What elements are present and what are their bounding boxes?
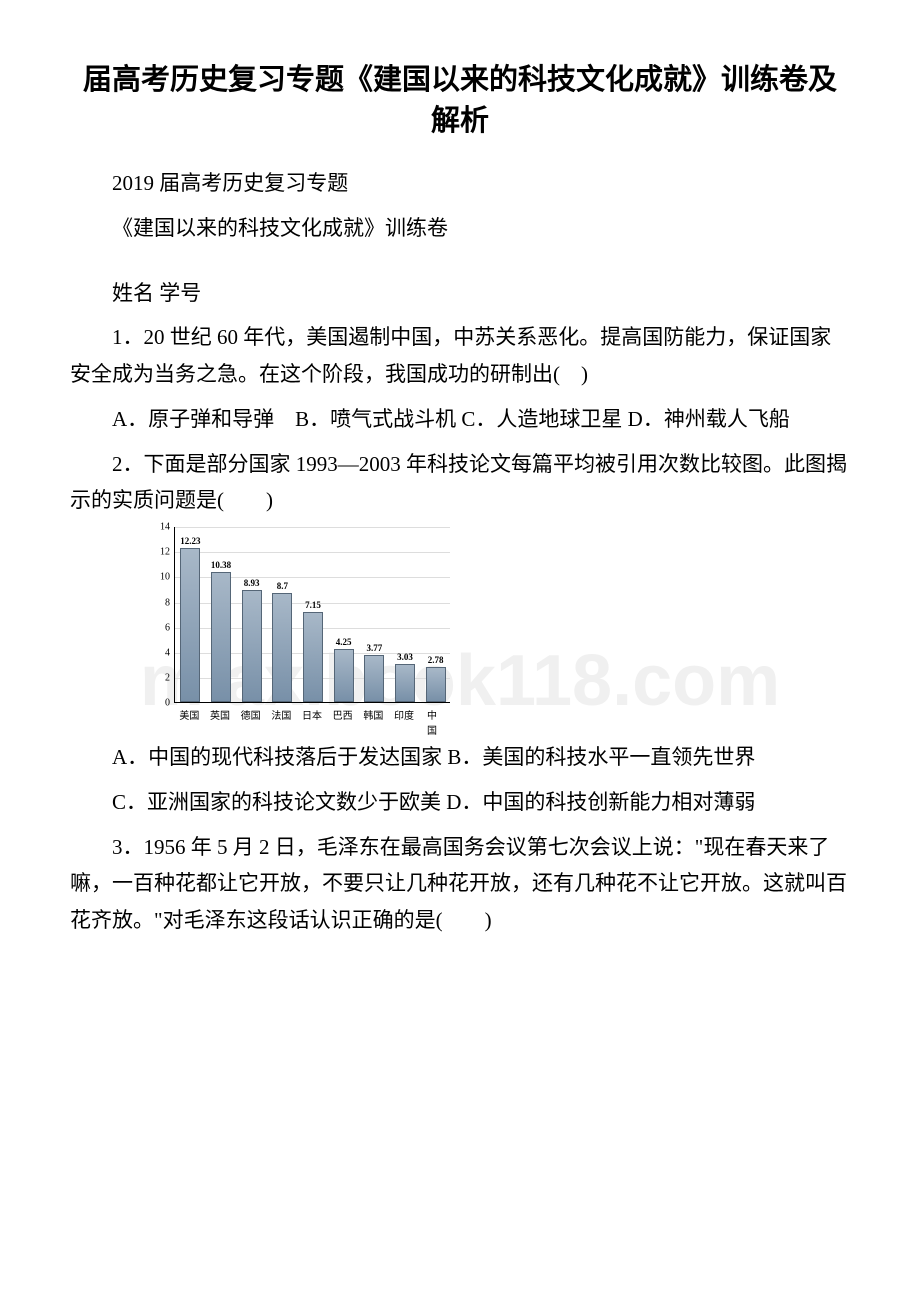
x-tick-label: 美国 — [179, 707, 199, 722]
question-1-options: A．原子弹和导弹 B．喷气式战斗机 C．人造地球卫星 D．神州载人飞船 — [70, 401, 850, 438]
subtitle-line-2: 《建国以来的科技文化成就》训练卷 — [70, 210, 850, 247]
bar-value-label: 12.23 — [180, 536, 200, 546]
chart-bar — [242, 590, 262, 702]
x-tick-label: 巴西 — [333, 707, 353, 722]
x-tick-label: 印度 — [394, 707, 414, 722]
bar-value-label: 2.78 — [428, 655, 444, 665]
y-tick-label: 6 — [165, 622, 170, 633]
citation-chart: 0246810121412.2310.388.938.77.154.253.77… — [150, 527, 850, 727]
chart-bar — [180, 548, 200, 702]
question-1-text: 1．20 世纪 60 年代，美国遏制中国，中苏关系恶化。提高国防能力，保证国家安… — [70, 319, 850, 393]
chart-bar — [364, 655, 384, 702]
question-2-text: 2．下面是部分国家 1993—2003 年科技论文每篇平均被引用次数比较图。此图… — [70, 446, 850, 520]
x-tick-label: 日本 — [302, 707, 322, 722]
question-2: 2．下面是部分国家 1993—2003 年科技论文每篇平均被引用次数比较图。此图… — [70, 446, 850, 520]
name-id-line: 姓名 学号 — [70, 275, 850, 312]
y-tick-label: 2 — [165, 673, 170, 684]
bar-value-label: 7.15 — [305, 600, 321, 610]
question-3-text: 3．1956 年 5 月 2 日，毛泽东在最高国务会议第七次会议上说："现在春天… — [70, 829, 850, 939]
y-tick-label: 8 — [165, 597, 170, 608]
question-2-options-ab: A．中国的现代科技落后于发达国家 B．美国的科技水平一直领先世界 — [70, 739, 850, 776]
y-tick-label: 12 — [160, 547, 170, 558]
subtitle-line-1: 2019 届高考历史复习专题 — [70, 165, 850, 202]
bar-value-label: 4.25 — [336, 637, 352, 647]
question-1: 1．20 世纪 60 年代，美国遏制中国，中苏关系恶化。提高国防能力，保证国家安… — [70, 319, 850, 393]
x-tick-label: 德国 — [241, 707, 261, 722]
x-tick-label: 法国 — [271, 707, 291, 722]
document-content: 届高考历史复习专题《建国以来的科技文化成就》训练卷及解析 2019 届高考历史复… — [70, 60, 850, 939]
bar-value-label: 3.77 — [366, 643, 382, 653]
page-title: 届高考历史复习专题《建国以来的科技文化成就》训练卷及解析 — [70, 60, 850, 141]
chart-bar — [211, 572, 231, 702]
chart-bar — [426, 667, 446, 702]
y-tick-label: 14 — [160, 522, 170, 533]
y-tick-label: 0 — [165, 698, 170, 709]
question-3: 3．1956 年 5 月 2 日，毛泽东在最高国务会议第七次会议上说："现在春天… — [70, 829, 850, 939]
y-tick-label: 4 — [165, 647, 170, 658]
x-tick-label: 中国 — [427, 707, 442, 737]
x-tick-label: 韩国 — [363, 707, 383, 722]
chart-bar — [303, 612, 323, 702]
bar-value-label: 8.7 — [277, 581, 288, 591]
chart-bar — [334, 649, 354, 702]
bar-value-label: 8.93 — [244, 578, 260, 588]
x-tick-label: 英国 — [210, 707, 230, 722]
chart-bar — [272, 593, 292, 702]
chart-bar — [395, 664, 415, 702]
y-tick-label: 10 — [160, 572, 170, 583]
bar-value-label: 3.03 — [397, 652, 413, 662]
question-2-options-cd: C．亚洲国家的科技论文数少于欧美 D．中国的科技创新能力相对薄弱 — [70, 784, 850, 821]
bar-value-label: 10.38 — [211, 560, 231, 570]
